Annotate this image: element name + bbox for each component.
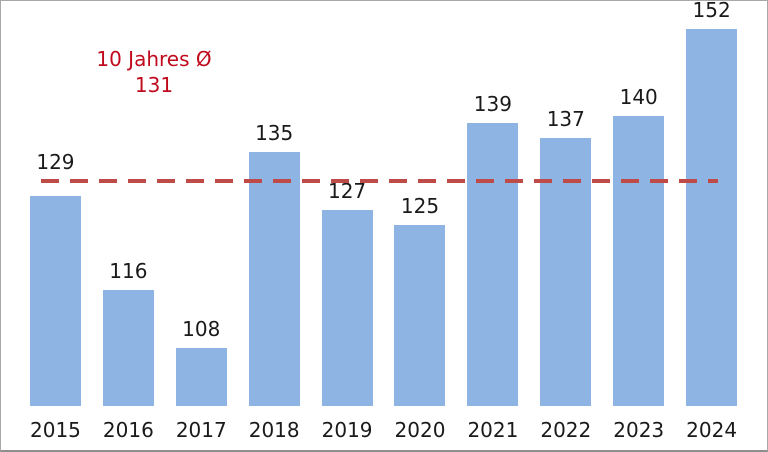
x-axis-label: 2017 xyxy=(175,418,227,442)
bar xyxy=(102,290,154,406)
bar-value-label: 140 xyxy=(619,85,658,109)
x-axis-label: 2020 xyxy=(394,418,446,442)
bar xyxy=(467,123,519,406)
average-dashed-line xyxy=(41,179,718,184)
x-axis-label: 2022 xyxy=(540,418,592,442)
bar-group: 135 xyxy=(238,121,311,406)
bar-value-label: 127 xyxy=(327,179,367,204)
bar-group: 108 xyxy=(165,317,238,406)
bar-value-label: 139 xyxy=(473,92,512,117)
bar xyxy=(321,210,373,406)
x-axis-label: 2019 xyxy=(321,418,373,442)
bar xyxy=(29,195,81,406)
bar xyxy=(686,29,738,406)
bar-group: 140 xyxy=(602,85,675,406)
average-annotation-value: 131 xyxy=(134,73,174,97)
bar-group: 127 xyxy=(311,179,384,406)
bar-value-label: 108 xyxy=(182,317,221,341)
bar-group: 137 xyxy=(529,106,602,406)
x-axis-label: 2024 xyxy=(686,418,738,442)
bar-value-label: 129 xyxy=(36,149,75,174)
bar-group: 139 xyxy=(456,92,529,406)
x-axis-labels: 2015 2016 2017 2018 2019 2020 2021 2022 2023 2024 xyxy=(19,406,748,450)
average-annotation: 10 Jahres Ø 131 xyxy=(54,46,254,98)
x-axis-label: 2023 xyxy=(613,418,665,442)
x-axis-label: 2018 xyxy=(248,418,300,442)
bars-row: 129 116 108 135 127 125 139 137 140 152 xyxy=(19,1,748,406)
bar xyxy=(540,137,592,406)
bar-value-label: 116 xyxy=(109,259,148,283)
bar xyxy=(613,116,665,406)
bar-group: 125 xyxy=(384,193,457,406)
bar xyxy=(394,224,446,406)
bar-value-label: 152 xyxy=(692,0,731,22)
bar xyxy=(175,348,227,406)
bar-value-label: 125 xyxy=(400,193,440,218)
average-annotation-label: 10 Jahres Ø xyxy=(96,47,212,71)
bar xyxy=(248,152,300,406)
bar-group: 129 xyxy=(19,149,92,406)
bar-value-label: 137 xyxy=(546,106,585,131)
x-axis-label: 2015 xyxy=(30,418,81,442)
x-axis-label: 2021 xyxy=(467,418,519,442)
bar-group: 116 xyxy=(92,259,165,406)
bar-value-label: 135 xyxy=(255,121,294,146)
x-axis-label: 2016 xyxy=(102,418,154,442)
plot-area: 10 Jahres Ø 131 129 116 108 135 127 125 139 137… xyxy=(19,1,748,406)
bar-group: 152 xyxy=(675,0,748,406)
